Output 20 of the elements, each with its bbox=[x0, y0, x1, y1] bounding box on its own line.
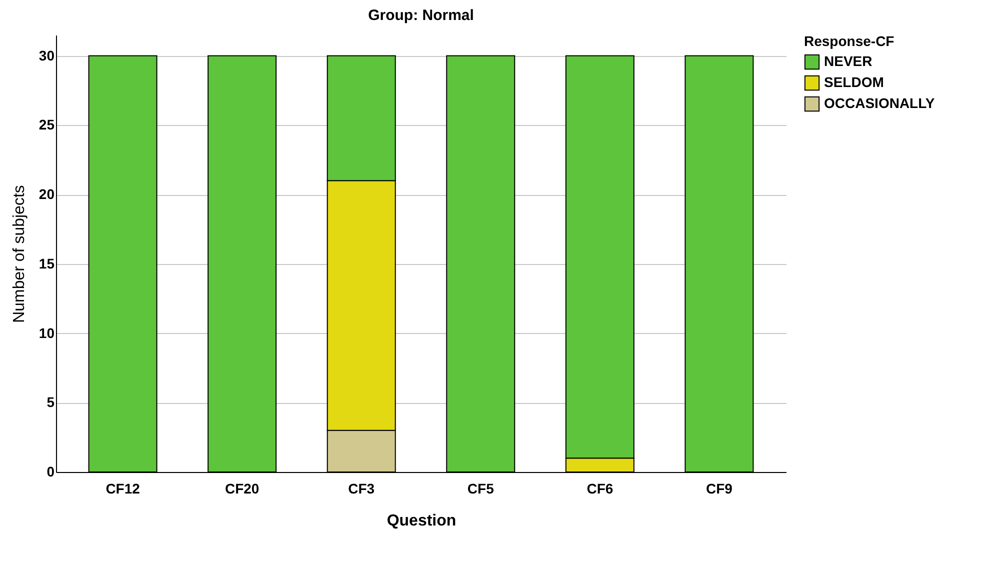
x-tick-label: CF3 bbox=[348, 480, 375, 496]
x-tick-label: CF12 bbox=[106, 480, 140, 496]
x-tick-label: CF20 bbox=[224, 480, 260, 496]
y-axis-title: Number of subjects bbox=[10, 185, 28, 323]
y-tick-label: 5 bbox=[46, 394, 55, 410]
x-tick-label: CF6 bbox=[586, 480, 614, 496]
y-tick-label: 15 bbox=[38, 255, 55, 272]
y-tick-label: 25 bbox=[38, 116, 55, 133]
y-tick-label: 20 bbox=[38, 186, 55, 202]
legend-label: SELDOM bbox=[824, 74, 884, 90]
legend-label: OCCASIONALLY bbox=[824, 95, 936, 111]
y-tick-label: 10 bbox=[38, 324, 55, 341]
y-tick-label: 30 bbox=[38, 47, 55, 64]
x-axis-title: Question bbox=[386, 512, 456, 530]
chart-title: Group: Normal bbox=[368, 7, 474, 24]
legend-label: NEVER bbox=[824, 53, 872, 69]
x-tick-label: CF5 bbox=[467, 480, 494, 496]
y-tick-label: 0 bbox=[46, 464, 55, 480]
legend-title: Response-CF bbox=[804, 33, 895, 49]
x-tick-label: CF9 bbox=[706, 480, 733, 496]
